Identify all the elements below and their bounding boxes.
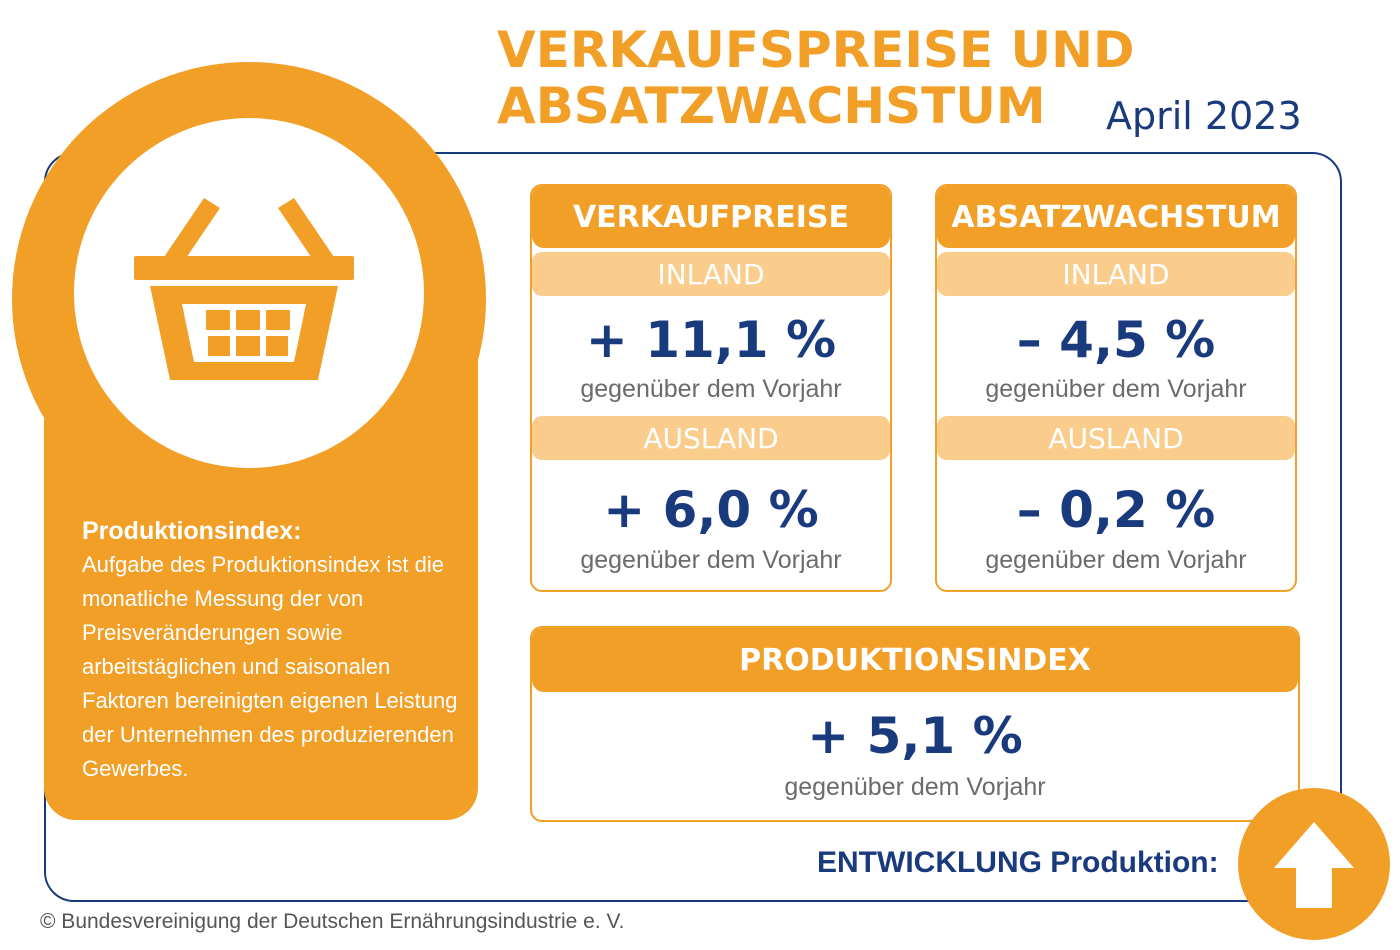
title-line-1: VERKAUFSPREISE UND (497, 21, 1135, 79)
verkaufpreise-inland-caption: gegenüber dem Vorjahr (580, 375, 842, 403)
verkaufpreise-ausland-caption: gegenüber dem Vorjahr (580, 546, 842, 574)
absatzwachstum-inland-label: INLAND (937, 252, 1295, 296)
verkaufpreise-inland-value: + 11,1 % (585, 311, 837, 369)
info-heading: Produktionsindex: (82, 517, 302, 545)
verkaufpreise-ausland-value: + 6,0 % (603, 481, 819, 539)
absatzwachstum-card: ABSATZWACHSTUM INLAND – 4,5 % gegenüber … (935, 184, 1297, 592)
verkaufpreise-card: VERKAUFPREISE INLAND + 11,1 % gegenüber … (530, 184, 892, 592)
absatzwachstum-inland-caption: gegenüber dem Vorjahr (985, 375, 1247, 403)
absatzwachstum-ausland-caption: gegenüber dem Vorjahr (985, 546, 1247, 574)
info-box: Produktionsindex: Aufgabe des Produktion… (82, 514, 462, 786)
produktionsindex-value: + 5,1 % (807, 707, 1023, 765)
copyright: © Bundesvereinigung der Deutschen Ernähr… (40, 910, 625, 933)
arrow-up-icon (1274, 822, 1354, 908)
produktionsindex-caption: gegenüber dem Vorjahr (784, 773, 1046, 801)
shopping-basket-icon (134, 198, 354, 380)
produktionsindex-title: PRODUKTIONSINDEX (532, 628, 1298, 692)
produktionsindex-card: PRODUKTIONSINDEX + 5,1 % gegenüber dem V… (530, 626, 1300, 822)
verkaufpreise-ausland-label: AUSLAND (532, 416, 890, 460)
absatzwachstum-inland-value: – 4,5 % (1016, 311, 1216, 369)
info-text: Aufgabe des Produktionsindex ist die mon… (82, 552, 458, 781)
absatzwachstum-ausland-value: – 0,2 % (1016, 481, 1216, 539)
title-line-2: ABSATZWACHSTUM (497, 77, 1046, 135)
verkaufpreise-inland-label: INLAND (532, 252, 890, 296)
absatzwachstum-title: ABSATZWACHSTUM (937, 186, 1295, 248)
verkaufpreise-title: VERKAUFPREISE (532, 186, 890, 248)
report-date: April 2023 (1106, 94, 1302, 138)
entwicklung-label: ENTWICKLUNG Produktion: (817, 846, 1219, 879)
absatzwachstum-ausland-label: AUSLAND (937, 416, 1295, 460)
page-title: VERKAUFSPREISE UND ABSATZWACHSTUM (497, 22, 1134, 134)
